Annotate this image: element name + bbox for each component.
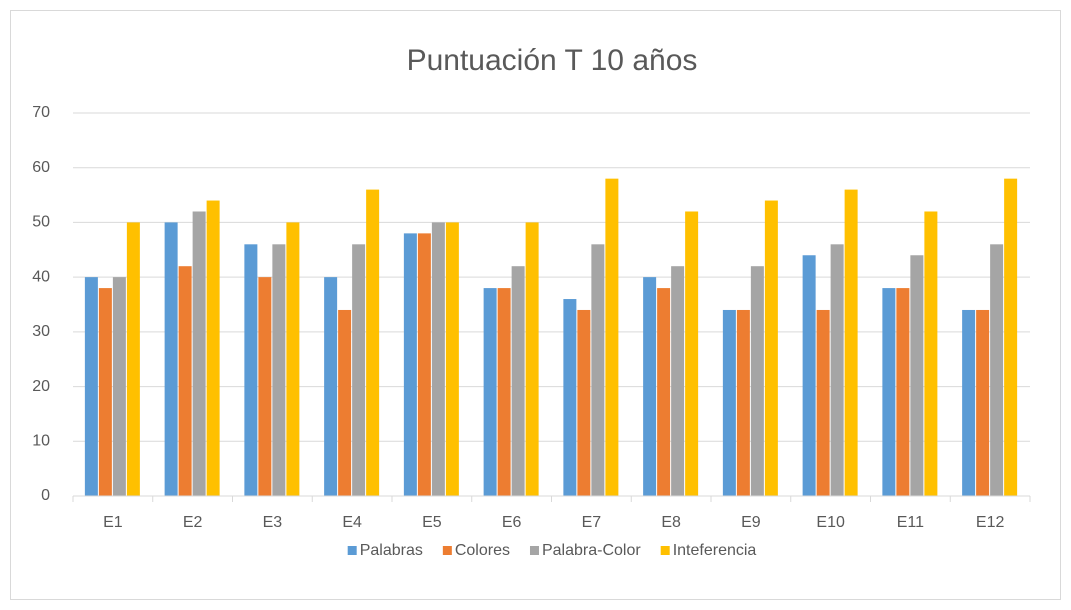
chart-title: Puntuación T 10 años	[407, 44, 698, 77]
bar	[352, 244, 366, 496]
bar	[417, 233, 431, 496]
x-tick-label: E12	[976, 514, 1005, 531]
bar	[431, 222, 445, 496]
bar	[563, 299, 577, 496]
bar	[896, 288, 910, 496]
y-tick-label: 60	[32, 159, 50, 176]
bar	[483, 288, 497, 496]
x-tick-label: E4	[342, 514, 362, 531]
bar	[910, 255, 924, 496]
bar	[272, 244, 286, 496]
bar	[671, 266, 685, 496]
bar	[722, 309, 736, 496]
y-tick-label: 50	[32, 214, 50, 231]
y-tick-label: 10	[32, 433, 50, 450]
bar	[844, 189, 858, 496]
bar	[750, 266, 764, 496]
legend-label: Palabra-Color	[542, 542, 641, 559]
bar	[98, 288, 112, 496]
bar	[324, 277, 338, 496]
bar	[178, 266, 192, 496]
bar	[1004, 178, 1018, 496]
bar	[192, 211, 206, 496]
bar	[286, 222, 300, 496]
x-tick-label: E5	[422, 514, 442, 531]
bar	[206, 200, 220, 497]
bar	[112, 277, 126, 496]
legend-label: Colores	[455, 542, 510, 559]
legend-label: Palabras	[360, 542, 423, 559]
bar	[338, 309, 352, 496]
bar	[990, 244, 1004, 496]
bar	[924, 211, 938, 496]
bar	[802, 255, 816, 496]
x-tick-label: E7	[582, 514, 602, 531]
bar	[976, 309, 990, 496]
y-tick-label: 0	[41, 487, 50, 504]
bar	[525, 222, 539, 496]
x-tick-label: E8	[661, 514, 681, 531]
y-tick-label: 70	[32, 104, 50, 121]
bar	[736, 309, 750, 496]
bar	[643, 277, 657, 496]
bar	[126, 222, 140, 496]
bar	[445, 222, 459, 496]
x-tick-label: E9	[741, 514, 761, 531]
y-tick-label: 20	[32, 378, 50, 395]
bar	[164, 222, 178, 496]
bar	[258, 277, 272, 496]
bar	[605, 178, 619, 496]
x-tick-label: E2	[183, 514, 203, 531]
x-tick-label: E1	[103, 514, 123, 531]
legend-label: Inteferencia	[673, 542, 757, 559]
bar	[591, 244, 605, 496]
y-tick-label: 30	[32, 323, 50, 340]
x-tick-label: E10	[816, 514, 845, 531]
bar	[84, 277, 98, 496]
legend-swatch	[529, 546, 539, 555]
bar	[764, 200, 778, 497]
bar	[962, 309, 976, 496]
bar	[366, 189, 380, 496]
bar	[511, 266, 525, 496]
legend-swatch	[442, 546, 452, 555]
legend-swatch	[347, 546, 357, 555]
bar	[657, 288, 671, 496]
bar	[244, 244, 258, 496]
bar	[403, 233, 417, 496]
y-tick-label: 40	[32, 268, 50, 285]
bar	[497, 288, 511, 496]
bar	[577, 309, 591, 496]
x-tick-label: E6	[502, 514, 522, 531]
bar	[882, 288, 896, 496]
x-tick-label: E11	[897, 514, 924, 531]
x-tick-label: E3	[263, 514, 283, 531]
bar	[816, 309, 830, 496]
legend-swatch	[660, 546, 670, 555]
bar	[830, 244, 844, 496]
bar	[685, 211, 699, 496]
